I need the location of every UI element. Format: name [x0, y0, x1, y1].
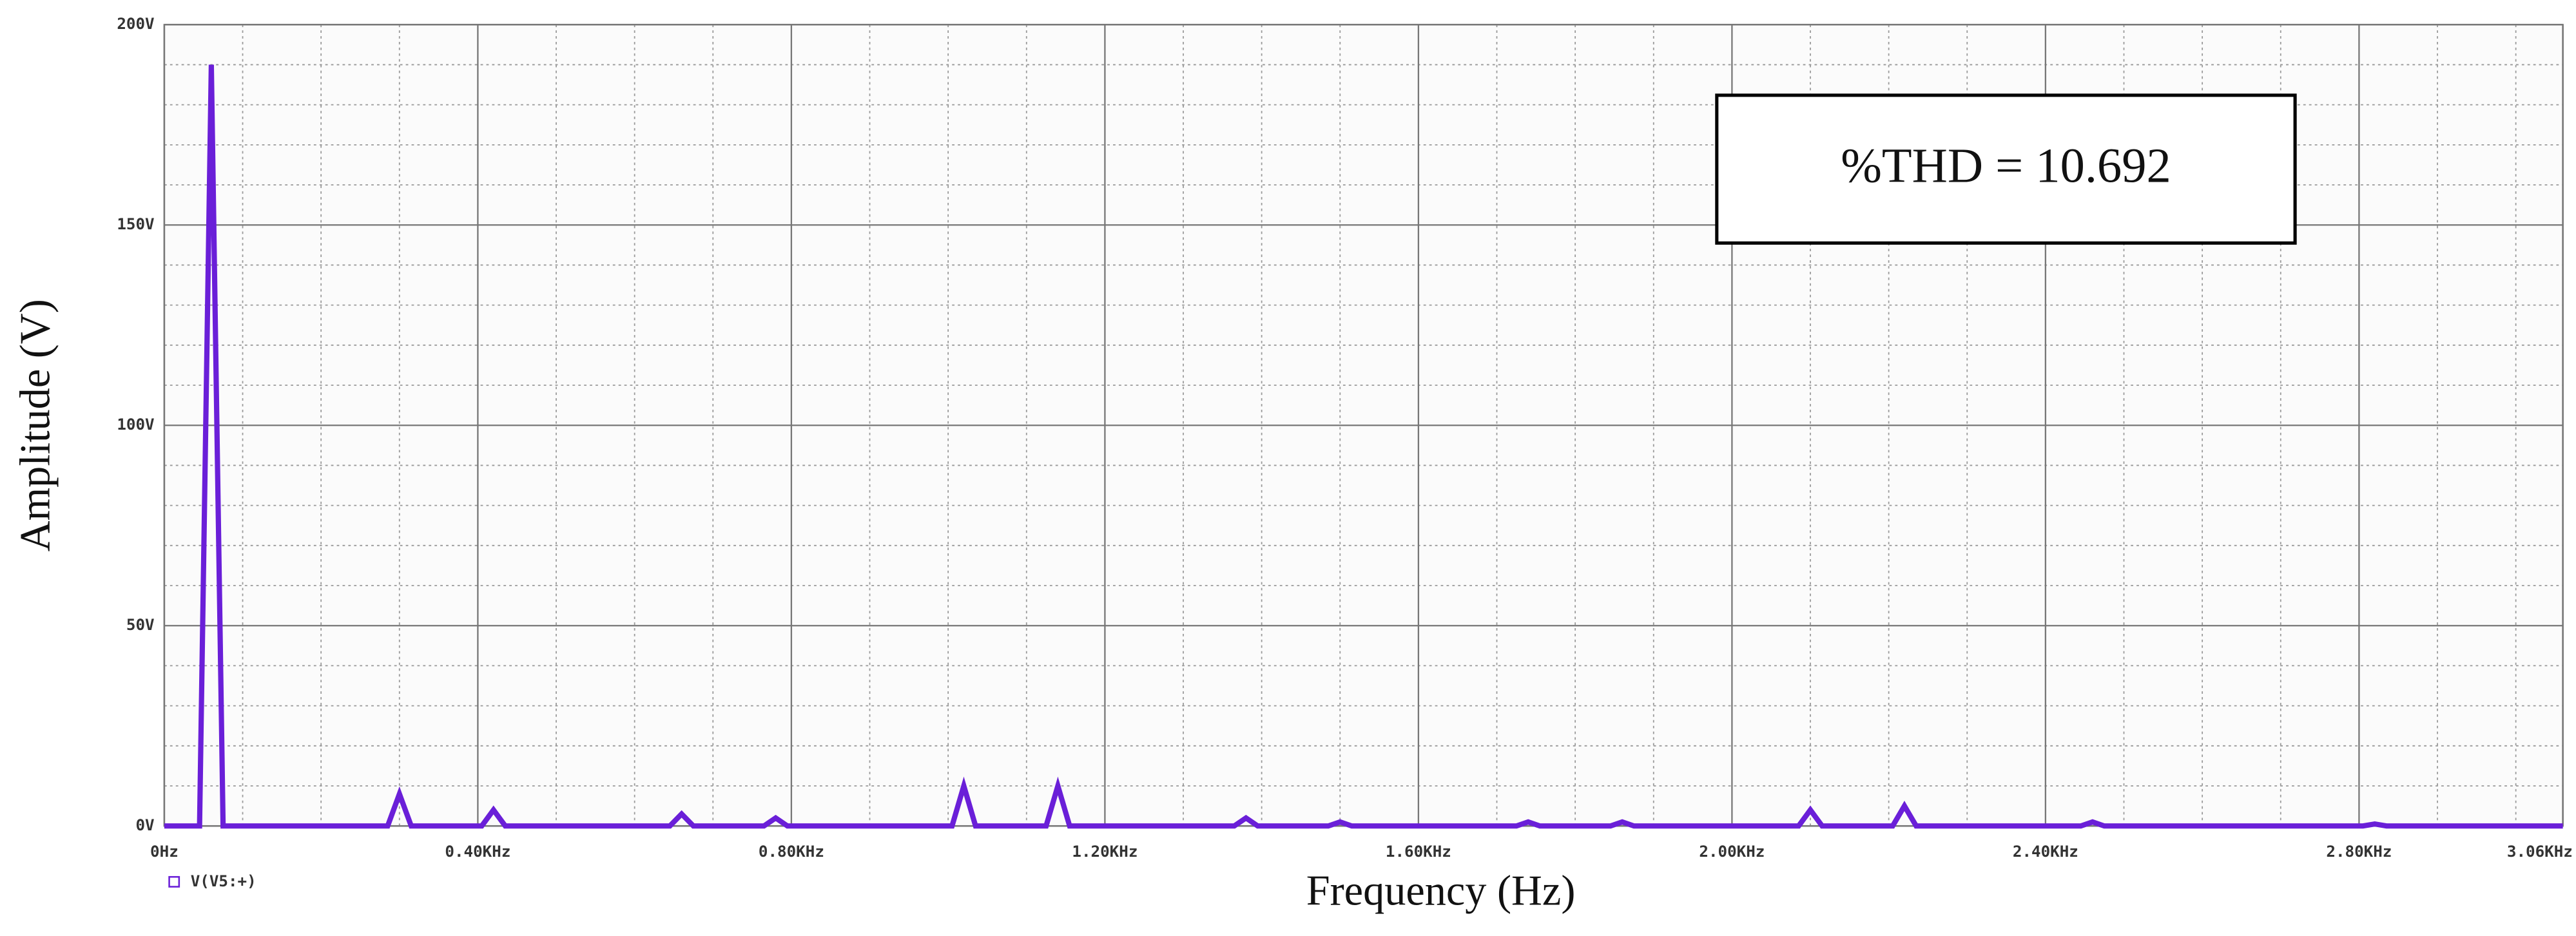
y-tick-label: 150V [117, 215, 154, 233]
x-tick-label: 0Hz [150, 843, 179, 861]
x-tick-label: 1.60KHz [1386, 843, 1451, 861]
series-line [164, 64, 2563, 829]
x-tick-label: 2.00KHz [1699, 843, 1765, 861]
y-tick-label: 200V [117, 15, 154, 33]
annotation: %THD = 10.692 [1841, 138, 2171, 193]
x-tick-label: 2.40KHz [2013, 843, 2078, 861]
x-tick-label: 0.80KHz [759, 843, 824, 861]
y-axis-label: Amplitude (V) [12, 299, 59, 551]
x-tick-label: 1.20KHz [1072, 843, 1138, 861]
marks [164, 64, 2563, 829]
x-tick-label: 2.80KHz [2326, 843, 2392, 861]
y-tick-label: 0V [135, 816, 154, 834]
x-tick-label: 0.40KHz [445, 843, 510, 861]
y-tick-label: 100V [117, 415, 154, 434]
legend-swatch [168, 875, 180, 888]
annotation-box [1715, 93, 2297, 245]
x-axis-label: Frequency (Hz) [1306, 867, 1576, 914]
legend-label: V(V5:+) [191, 872, 257, 890]
x-tick-label: 3.06KHz [2507, 843, 2573, 861]
y-tick-label: 50V [126, 616, 155, 634]
